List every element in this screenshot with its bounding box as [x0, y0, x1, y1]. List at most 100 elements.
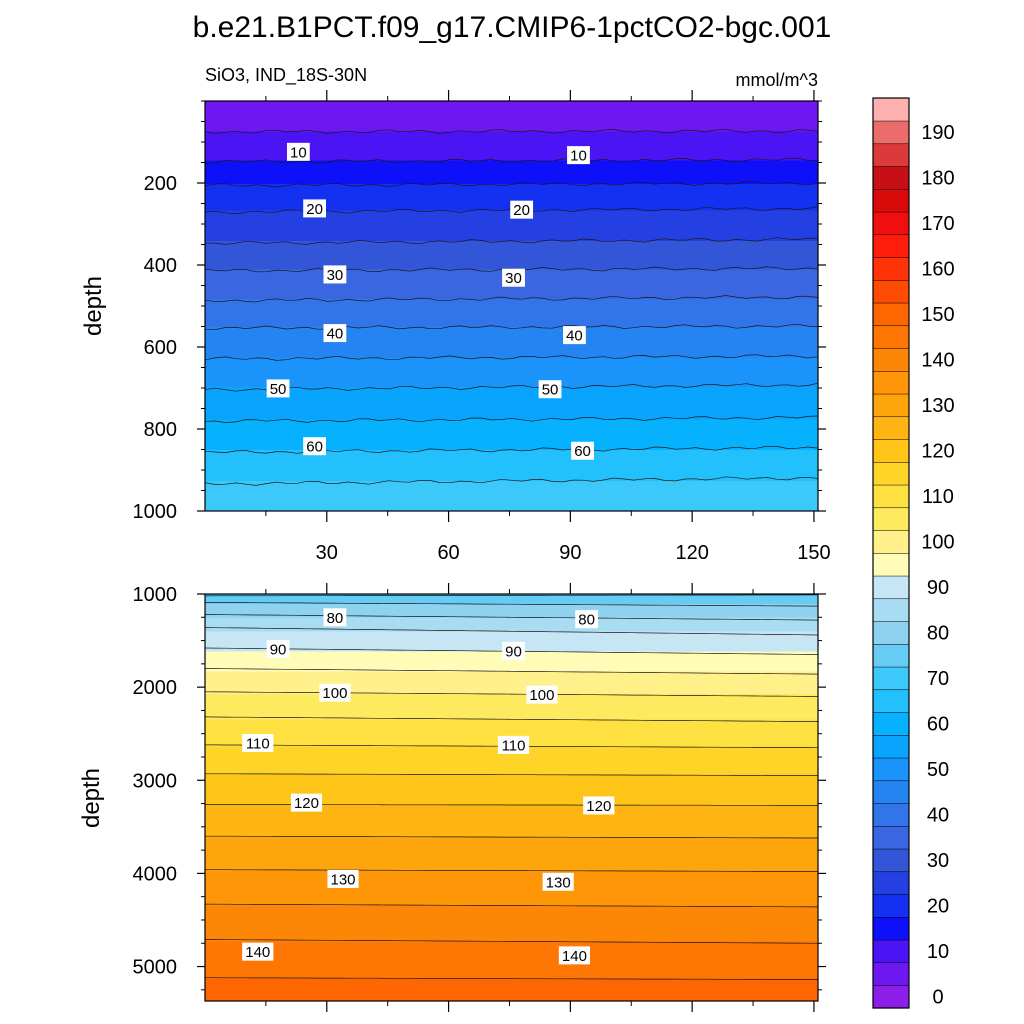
- contour-label-box: [575, 610, 599, 629]
- colorbar-swatch: [872, 621, 910, 645]
- colorbar-swatch: [872, 439, 910, 463]
- contour-label: 100: [322, 685, 347, 702]
- colorbar-frame: [872, 97, 910, 1009]
- contour-label-box: [266, 639, 290, 658]
- colorbar-label: 20: [927, 896, 949, 918]
- colorbar-label: 80: [927, 623, 949, 645]
- contour-label-box: [242, 942, 274, 961]
- contour-label: 110: [246, 736, 270, 753]
- contour-label: 30: [327, 267, 344, 284]
- y-tick-label: 4000: [133, 863, 178, 885]
- contour-line-75: [205, 602, 818, 607]
- contour-label-box: [303, 437, 327, 456]
- colorbar-swatch: [872, 348, 910, 372]
- contour-line-85: [205, 627, 818, 636]
- contour-line-40: [205, 323, 818, 331]
- x-tick-label: 150: [797, 542, 830, 564]
- colorbar-label: 70: [927, 668, 949, 690]
- figure-title: b.e21.B1PCT.f09_g17.CMIP6-1pctCO2-bgc.00…: [193, 11, 832, 44]
- contour-line-35: [205, 295, 818, 303]
- y-tick-label: 2000: [133, 677, 178, 699]
- colorbar-swatch: [872, 689, 910, 713]
- colorbar-swatch: [872, 530, 910, 554]
- colorbar-swatch: [872, 803, 910, 827]
- colorbar: 0 10 20 30 40 50 60 70 80 90 100 110 120 130 140 150 160…: [872, 97, 955, 1009]
- contour-label-box: [510, 200, 534, 219]
- colorbar-label: 180: [921, 168, 954, 190]
- colorbar-swatch: [872, 393, 910, 418]
- x-tick-label: 120: [675, 542, 708, 564]
- colorbar-label: 50: [927, 759, 949, 781]
- contour-line-80: [205, 614, 818, 621]
- contour-label-box: [319, 683, 351, 702]
- colorbar-swatch: [872, 257, 910, 281]
- contour-label-box: [497, 735, 530, 754]
- colorbar-label: 30: [927, 850, 949, 872]
- contour-line-95: [205, 668, 818, 675]
- colorbar-label: 170: [921, 213, 954, 235]
- contour-label-box: [242, 734, 274, 753]
- colorbar-swatch: [872, 575, 910, 600]
- colorbar-swatch: [872, 97, 910, 122]
- colorbar-swatch: [872, 484, 910, 509]
- contour-label-box: [290, 793, 323, 812]
- colorbar-label: 40: [927, 805, 949, 827]
- y-tick-label: 400: [144, 255, 177, 277]
- contour-line-125: [205, 835, 818, 839]
- contour-label-box: [502, 641, 525, 660]
- upper-y-axis-label: depth: [80, 276, 107, 336]
- x-tick-label: 30: [316, 542, 338, 564]
- contour-label: 100: [529, 687, 554, 704]
- contour-label: 140: [562, 948, 587, 965]
- colorbar-swatch: [872, 211, 910, 236]
- x-tick-label: 60: [437, 542, 459, 564]
- colorbar-swatch: [872, 234, 910, 258]
- contour-label: 30: [505, 270, 522, 287]
- contour-line-25: [205, 237, 818, 245]
- colorbar-swatch: [872, 643, 910, 668]
- contour-line-145: [205, 977, 818, 980]
- upper-contour-labels: 10 10 20 20 30 30 40 40 50 50 60 60: [266, 142, 594, 460]
- y-tick-label: 600: [144, 337, 177, 359]
- panel-variable-label: SiO3, IND_18S-30N: [205, 65, 367, 86]
- colorbar-swatch: [872, 939, 910, 964]
- lower-plot-frame: [204, 593, 819, 1002]
- contour-line-10: [205, 157, 818, 164]
- colorbar-label: 10: [927, 941, 949, 963]
- colorbar-swatch: [872, 780, 910, 804]
- upper-depth-panel: 10 10 20 20 30 30 40 40 50 50 60 60 200 400 600 800 100…: [80, 90, 831, 564]
- contour-label-box: [526, 685, 558, 704]
- y-tick-label: 200: [144, 173, 177, 195]
- contour-label: 110: [502, 737, 526, 754]
- contour-label: 10: [290, 144, 307, 161]
- colorbar-swatch: [872, 666, 910, 691]
- contour-label: 60: [574, 443, 591, 460]
- contour-label: 40: [566, 328, 583, 345]
- colorbar-swatch: [872, 166, 910, 190]
- contour-line-135: [205, 903, 818, 908]
- colorbar-label: 110: [922, 486, 954, 508]
- contour-label-box: [303, 199, 327, 218]
- upper-contour-lines: [205, 128, 818, 486]
- colorbar-swatch: [872, 598, 910, 622]
- contour-label-box: [327, 869, 359, 888]
- contour-label: 90: [270, 641, 287, 658]
- colorbar-label: 140: [921, 350, 954, 372]
- lower-depth-panel: 80 80 90 90 100 100 110 110 120 120 130 130 140 140 1…: [78, 583, 826, 1012]
- contour-line-100: [205, 691, 818, 697]
- contour-label-box: [323, 608, 347, 627]
- contour-label: 40: [327, 326, 344, 343]
- colorbar-swatch: [872, 279, 910, 304]
- contour-label-box: [502, 268, 525, 287]
- colorbar-swatch: [872, 120, 910, 145]
- contour-label: 80: [578, 612, 595, 629]
- colorbar-label: 130: [921, 395, 954, 417]
- colorbar-swatch: [872, 962, 910, 986]
- lower-axis-ticks: 1000 2000 3000 4000 5000: [133, 583, 826, 1012]
- contour-label-box: [567, 146, 590, 165]
- contour-line-105: [205, 716, 818, 722]
- lower-contour-labels: 80 80 90 90 100 100 110 110 120 120 130 130 140 140: [242, 608, 615, 965]
- colorbar-label: 160: [921, 259, 954, 281]
- contour-label-box: [266, 379, 290, 398]
